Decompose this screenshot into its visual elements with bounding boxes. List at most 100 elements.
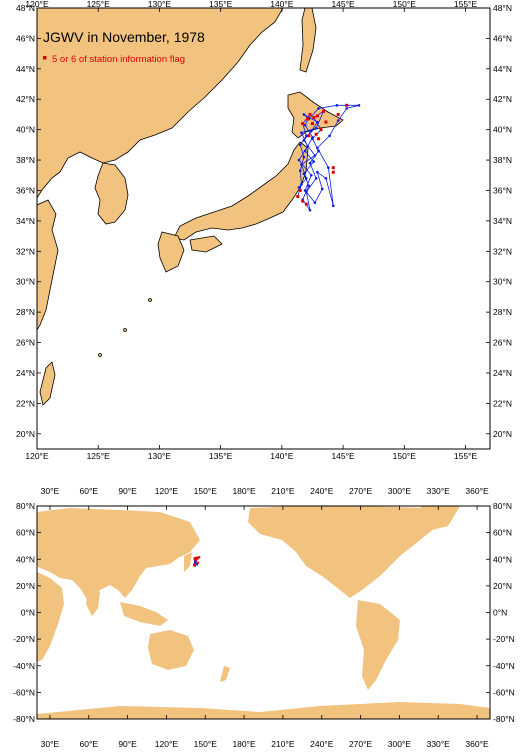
track-point [302,172,306,176]
lon-tick-label-bottom: 330°E [427,739,451,749]
ship-track [296,103,361,212]
track-point [308,208,312,212]
maritime-asia [120,602,168,626]
legend-marker [43,56,47,60]
track-point [345,107,349,110]
ship-track-global [192,556,201,567]
africa [37,572,64,662]
track-point [313,154,317,157]
lon-tick-label-top: 330°E [427,486,451,496]
lat-tick-label-left: 38°N [16,155,35,165]
lat-tick-label-right: 22°N [493,398,512,408]
lon-tick-label-bottom: 140°E [270,451,294,461]
lat-tick-label-left: 20°N [16,429,35,439]
flag-point [315,114,319,118]
lon-tick-label-top: 135°E [209,0,233,9]
track-point [306,145,309,148]
lat-tick-label-left: 36°N [16,185,35,195]
lat-tick-label-right: 34°N [493,216,512,226]
track-point [331,204,335,207]
ryukyu-island-3 [98,353,102,357]
lon-tick-label-top: 125°E [87,0,111,9]
flag-point [321,109,325,113]
lon-tick-label-top: 120°E [155,486,179,496]
taiwan [39,361,56,406]
top-map: 120°E 120°E 125°E 125°E 130°E 130°E 135°E 135°E… [16,0,512,461]
top-map-land [37,8,344,406]
flag-point [307,134,311,138]
track-point [324,177,328,180]
lat-tick-label-right: -20°N [493,634,515,644]
lon-tick-label-top: 120°E [25,0,49,9]
track-point [302,113,306,116]
track-point [308,161,312,165]
track-point [335,104,339,107]
lat-tick-label-left: 42°N [16,94,35,104]
flag-point [331,170,335,174]
lat-tick-label-left: 20°N [16,581,35,591]
sakhalin [299,8,317,73]
eurasia [37,508,200,604]
lon-tick-label-top: 130°E [148,0,172,9]
track-point [297,158,301,162]
lat-tick-label-left: 46°N [16,33,35,43]
legend-label: 5 or 6 of station information flag [52,54,185,65]
lat-tick-label-left: 40°N [16,554,35,564]
lat-tick-label-left: 28°N [16,307,35,317]
lon-tick-label-bottom: 120°E [155,739,179,749]
lon-tick-label-bottom: 240°E [310,739,334,749]
lon-tick-label-bottom: 130°E [148,451,172,461]
lon-tick-label-bottom: 135°E [209,451,233,461]
lon-tick-label-top: 145°E [331,0,355,9]
track-point [298,169,302,173]
flag-point-global [194,557,197,560]
track-point [316,170,319,174]
australia [148,630,194,670]
lon-tick-label-top: 60°E [80,486,99,496]
lat-tick-label-right: 32°N [493,246,512,256]
lat-tick-label-left: 24°N [16,368,35,378]
lon-tick-label-bottom: 360°E [465,739,489,749]
map-title: JGWV in November, 1978 [43,29,205,45]
track-point [309,173,313,177]
lat-tick-label-left: 22°N [16,398,35,408]
track-point [320,187,324,191]
lat-tick-label-right: 36°N [493,185,512,195]
flag-point-global [193,564,196,567]
lat-tick-label-right: 80°N [493,501,512,511]
lat-tick-label-right: 28°N [493,307,512,317]
south-america [356,600,400,690]
lat-tick-label-left: 60°N [16,528,35,538]
lon-tick-label-bottom: 125°E [87,451,111,461]
lon-tick-label-bottom: 210°E [271,739,295,749]
flag-point-global [196,561,199,564]
track-point [317,107,320,110]
track-point [298,143,302,147]
lon-tick-label-top: 150°E [194,486,218,496]
lat-tick-label-left: 26°N [16,338,35,348]
new-zealand [220,666,230,682]
track-point [312,160,315,163]
lon-tick-label-top: 270°E [349,486,373,496]
lon-tick-label-top: 180°E [232,486,256,496]
lon-tick-label-bottom: 270°E [349,739,373,749]
lon-tick-label-bottom: 30°E [41,739,60,749]
lat-tick-label-right: 0°N [493,608,507,618]
flag-point [310,122,314,126]
lon-tick-label-top: 90°E [118,486,137,496]
lon-tick-label-top: 155°E [454,0,478,9]
kyushu [157,231,185,273]
flag-point [345,103,349,107]
lat-tick-label-left: -40°N [13,661,35,671]
flag-point [296,195,300,199]
flag-point [312,115,316,119]
flag-point [324,120,328,124]
india [86,592,100,616]
lat-tick-label-left: 40°N [16,125,35,135]
track-point [302,139,306,142]
lon-tick-label-top: 30°E [41,486,60,496]
ryukyu-island-2 [123,328,127,332]
flag-point [301,199,305,203]
bottom-map: 30°E 30°E 60°E 60°E 90°E 90°E 120°E 120°E 150°E 1… [13,486,515,749]
track-point [313,201,317,204]
